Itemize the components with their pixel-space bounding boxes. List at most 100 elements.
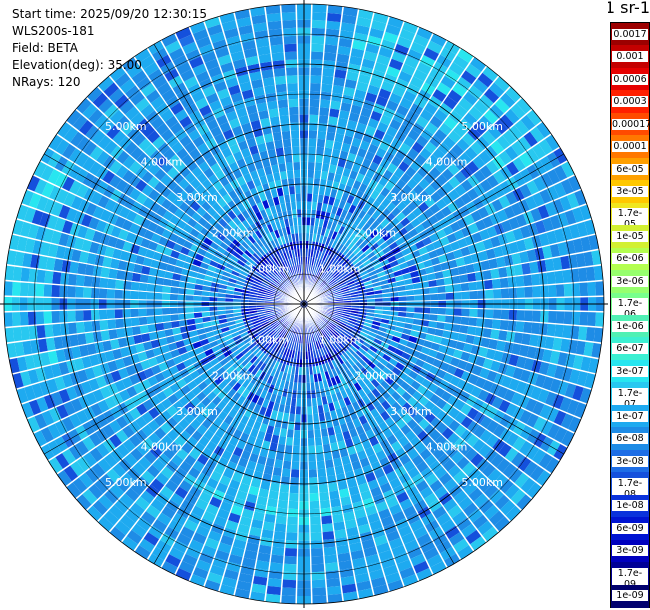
ppi-gate bbox=[324, 345, 331, 354]
ppi-gate bbox=[89, 447, 104, 463]
ppi-gate bbox=[513, 264, 524, 276]
ppi-gate bbox=[129, 188, 142, 201]
ppi-gate bbox=[167, 342, 178, 352]
ppi-gate bbox=[99, 233, 111, 246]
ppi-gate bbox=[331, 148, 341, 159]
ppi-gate bbox=[333, 521, 346, 531]
ppi-gate bbox=[347, 335, 356, 343]
ppi-gate bbox=[45, 337, 56, 351]
ppi-gate bbox=[33, 430, 47, 447]
ppi-gate bbox=[95, 375, 107, 389]
ppi-gate bbox=[347, 252, 356, 261]
ppi-gate bbox=[349, 268, 358, 275]
ppi-gate bbox=[334, 311, 343, 316]
ppi-gate bbox=[587, 312, 596, 327]
ppi-gate bbox=[389, 477, 402, 490]
ppi-gate bbox=[214, 133, 226, 145]
ppi-gate bbox=[385, 385, 396, 396]
ppi-gate bbox=[321, 261, 327, 270]
ppi-gate bbox=[195, 322, 205, 330]
ppi-gate bbox=[457, 237, 468, 249]
ppi-gate bbox=[498, 267, 508, 278]
ppi-gate bbox=[380, 482, 392, 494]
ppi-gate bbox=[282, 19, 297, 29]
ppi-gate bbox=[195, 36, 212, 49]
ppi-gate bbox=[223, 27, 239, 39]
ppi-gate bbox=[103, 373, 115, 386]
ppi-gate bbox=[338, 334, 346, 342]
ppi-gate bbox=[198, 267, 208, 275]
ppi-gate bbox=[290, 341, 295, 351]
ppi-gate bbox=[83, 287, 92, 298]
ppi-gate bbox=[230, 92, 243, 103]
ppi-gate bbox=[436, 82, 451, 96]
ppi-gate bbox=[425, 473, 439, 486]
ppi-gate bbox=[76, 136, 91, 152]
ppi-gate bbox=[269, 156, 278, 166]
ppi-gate bbox=[429, 460, 443, 473]
ppi-gate bbox=[457, 333, 467, 343]
ppi-gate bbox=[92, 500, 108, 516]
ppi-gate bbox=[341, 380, 349, 390]
ppi-gate bbox=[505, 365, 516, 378]
ppi-gate bbox=[349, 255, 358, 263]
ppi-gate bbox=[262, 521, 275, 531]
ppi-gate bbox=[359, 531, 373, 542]
ppi-gate bbox=[217, 187, 228, 198]
ppi-gate bbox=[104, 199, 117, 212]
ppi-gate bbox=[339, 319, 348, 325]
ppi-gate bbox=[390, 296, 399, 302]
ppi-gate bbox=[321, 396, 328, 405]
ppi-gate bbox=[569, 223, 581, 239]
ppi-gate bbox=[216, 232, 226, 242]
ray-separator bbox=[65, 121, 302, 302]
ppi-gate bbox=[395, 78, 409, 90]
ppi-gate bbox=[265, 347, 273, 356]
ppi-gate bbox=[161, 368, 172, 379]
ppi-gate bbox=[266, 338, 274, 346]
ppi-gate bbox=[381, 390, 391, 400]
ppi-gate bbox=[233, 497, 246, 509]
ppi-gate bbox=[229, 143, 241, 155]
ppi-gate bbox=[544, 391, 557, 407]
colorbar-tick-label: 1e-05 bbox=[612, 230, 648, 242]
ray-separator bbox=[307, 188, 582, 303]
ppi-gate bbox=[47, 169, 61, 185]
ppi-gate bbox=[58, 388, 71, 404]
ppi-gate bbox=[317, 331, 323, 340]
ppi-gate bbox=[125, 106, 140, 121]
ppi-gate bbox=[385, 191, 397, 202]
ppi-gate bbox=[207, 66, 222, 78]
ppi-gate bbox=[191, 385, 202, 397]
ppi-gate bbox=[254, 438, 264, 448]
ppi-gate bbox=[278, 163, 287, 172]
ppi-gate bbox=[63, 247, 74, 261]
ppi-gate bbox=[277, 336, 284, 345]
ppi-gate bbox=[398, 371, 408, 381]
ppi-gate bbox=[361, 376, 371, 386]
ppi-gate bbox=[331, 449, 341, 460]
ppi-gate bbox=[539, 189, 552, 204]
ppi-gate bbox=[437, 142, 451, 155]
ppi-gate bbox=[493, 222, 505, 235]
ppi-gate bbox=[90, 287, 100, 299]
ppi-gate bbox=[370, 408, 380, 419]
ppi-gate bbox=[407, 49, 423, 62]
ppi-gate bbox=[134, 545, 151, 560]
ppi-gate bbox=[130, 290, 139, 300]
ppi-gate bbox=[126, 126, 141, 141]
ppi-gate bbox=[131, 523, 147, 538]
ppi-gate bbox=[447, 339, 458, 349]
ppi-gate bbox=[493, 119, 508, 135]
ppi-gate bbox=[316, 138, 326, 148]
ppi-gate bbox=[337, 45, 351, 56]
ppi-gate bbox=[339, 110, 350, 120]
ppi-gate bbox=[271, 52, 285, 62]
ppi-gate bbox=[579, 282, 589, 297]
ppi-gate bbox=[401, 391, 412, 402]
ppi-gate bbox=[401, 366, 412, 376]
ppi-gate bbox=[518, 395, 530, 409]
ppi-gate bbox=[337, 415, 346, 426]
ppi-gate bbox=[152, 459, 166, 472]
ppi-gate bbox=[305, 232, 310, 242]
